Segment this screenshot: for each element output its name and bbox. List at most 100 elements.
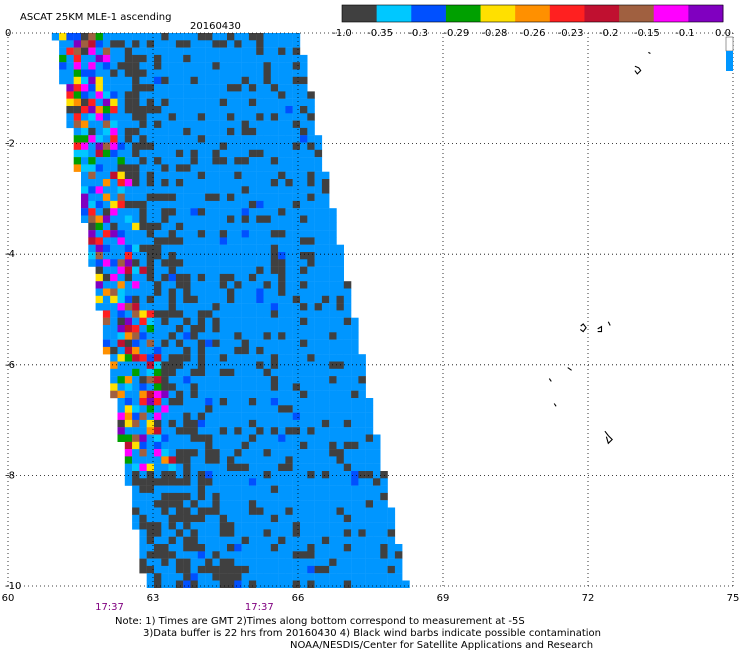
swath-cell [190,193,198,202]
swath-cell [256,164,264,172]
swath-cell [270,514,279,523]
swath-cell [175,252,184,260]
swath-cell [227,62,235,70]
swath-cell [190,179,198,187]
swath-cell [161,325,169,333]
swath-cell [278,113,286,121]
swath-cell [248,91,257,99]
swath-cell [124,200,133,209]
swath-cell [161,522,169,530]
swath-cell [256,310,264,318]
swath-cell [168,325,177,333]
swath-cell [197,200,206,209]
swath-cell [248,237,257,245]
swath-cell [110,281,118,289]
swath-cell [256,317,264,326]
swath-cell [139,339,147,348]
swath-cell [175,106,184,114]
swath-cell [219,310,228,318]
swath-cell [81,135,89,143]
swath-cell [154,412,162,421]
swath-cell [175,514,184,523]
swath-cell [197,303,206,311]
colorbar-tick-label: -0.28 [481,28,507,39]
swath-cell [132,142,140,150]
swath-cell [270,33,279,41]
swath-cell [256,215,264,223]
swath-cell [154,244,162,253]
swath-cell [263,551,271,559]
swath-cell [175,295,184,304]
swath-cell [307,113,315,121]
swath-cell [132,434,140,442]
swath-cell [161,449,169,457]
swath-cell [321,303,330,311]
swath-cell [51,33,60,41]
swath-cell [241,463,250,472]
swath-cell [285,485,293,494]
swath-cell [300,427,308,435]
swath-cell [321,492,330,501]
swath-cell [227,514,235,523]
swath-cell [263,113,271,121]
swath-cell [161,346,169,355]
swath-cell [212,456,220,464]
swath-cell [256,179,264,187]
swath-cell [212,492,220,501]
swath-cell [285,208,293,216]
swath-cell [336,551,344,559]
swath-cell [314,544,323,552]
swath-cell [329,325,337,333]
swath-cell [175,266,184,275]
swath-cell [212,149,220,158]
swath-cell [263,339,271,348]
swath-cell [292,419,301,428]
swath-cell [146,76,155,85]
swath-cell [248,536,257,545]
swath-cell [197,368,206,377]
swath-cell [73,69,82,77]
swath-cell [139,383,147,391]
swath-cell [146,266,155,275]
swath-cell [139,507,147,515]
swath-cell [256,193,264,202]
swath-cell [248,434,257,442]
swath-cell [314,565,323,574]
swath-cell [307,244,315,253]
swath-cell [59,40,67,48]
swath-cell [161,69,169,77]
swath-cell [168,281,177,289]
swath-cell [373,573,381,581]
swath-cell [161,551,169,559]
swath-cell [168,346,177,355]
swath-cell [336,558,344,567]
swath-cell [270,361,279,369]
swath-cell [219,558,228,567]
swath-cell [263,127,271,136]
swath-cell [197,310,206,318]
swath-cell [270,441,279,450]
swath-cell [263,310,271,318]
swath-cell [139,354,147,362]
swath-cell [343,332,352,340]
swath-cell [241,149,250,158]
swath-cell [387,573,396,581]
pass-time-labels: 17:37 17:37 [95,602,274,613]
swath-cell [278,412,286,421]
swath-cell [270,354,279,362]
swath-cell [190,500,198,508]
swath-cell [234,317,242,326]
swath-cell [270,544,279,552]
swath-cell [190,325,198,333]
swath-cell [95,259,104,267]
swath-cell [227,456,235,464]
swath-cell [373,529,381,537]
swath-cell [263,47,271,56]
swath-cell [292,361,301,369]
swath-cell [307,222,315,231]
swath-cell [234,325,242,333]
swath-cell [146,288,155,296]
island-outline [604,430,613,445]
swath-cell [102,310,111,318]
swath-cell [124,325,133,333]
